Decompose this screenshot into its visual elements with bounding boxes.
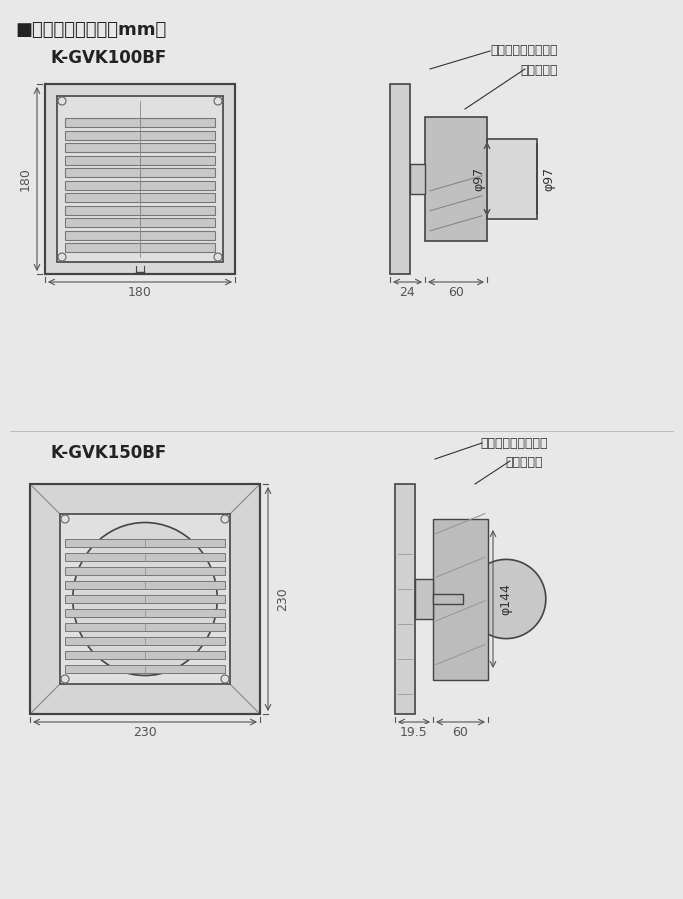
Text: 230: 230: [133, 725, 157, 738]
Bar: [65, 131, 215, 139]
Bar: [65, 119, 215, 127]
Text: 230: 230: [277, 587, 290, 611]
Ellipse shape: [73, 522, 217, 675]
Bar: [65, 636, 225, 645]
Bar: [30, 484, 260, 714]
Bar: [487, 139, 537, 219]
Bar: [45, 84, 235, 274]
Bar: [65, 623, 225, 631]
Text: φ97: φ97: [473, 167, 486, 191]
Bar: [65, 595, 225, 603]
Text: φ97: φ97: [542, 167, 555, 191]
Bar: [415, 579, 433, 619]
Bar: [65, 609, 225, 618]
Bar: [65, 156, 215, 165]
Bar: [65, 143, 215, 152]
Bar: [65, 206, 215, 215]
Bar: [65, 193, 215, 202]
Text: ■外形寸法（単位：mm）: ■外形寸法（単位：mm）: [15, 21, 166, 39]
Bar: [65, 168, 215, 177]
Bar: [425, 117, 487, 241]
Bar: [57, 96, 223, 262]
Circle shape: [466, 559, 546, 638]
Bar: [45, 84, 235, 274]
Bar: [65, 539, 225, 547]
Bar: [65, 218, 215, 227]
Text: ツマミ（風量調節）: ツマミ（風量調節）: [490, 44, 557, 57]
Text: 60: 60: [448, 286, 464, 298]
Bar: [433, 519, 488, 680]
Text: K-GVK100BF: K-GVK100BF: [50, 49, 166, 67]
Text: シャッター: シャッター: [505, 456, 542, 469]
Bar: [65, 553, 225, 561]
Bar: [395, 484, 415, 714]
Bar: [65, 664, 225, 673]
Text: 19.5: 19.5: [400, 725, 428, 738]
Bar: [65, 231, 215, 240]
Text: K-GVK150BF: K-GVK150BF: [50, 444, 166, 462]
Bar: [30, 484, 260, 714]
Bar: [65, 244, 215, 252]
Text: シャッター: シャッター: [520, 64, 557, 77]
Text: φ144: φ144: [499, 583, 512, 615]
Bar: [410, 164, 425, 194]
Text: 24: 24: [400, 286, 415, 298]
Text: 180: 180: [128, 286, 152, 298]
Bar: [65, 651, 225, 659]
Bar: [65, 566, 225, 575]
Bar: [65, 581, 225, 589]
Text: ツマミ（風量調整）: ツマミ（風量調整）: [480, 437, 548, 450]
Bar: [433, 594, 463, 604]
Text: 60: 60: [453, 725, 469, 738]
Bar: [60, 514, 230, 684]
Text: 180: 180: [18, 167, 31, 191]
Bar: [390, 84, 410, 274]
Bar: [65, 181, 215, 190]
